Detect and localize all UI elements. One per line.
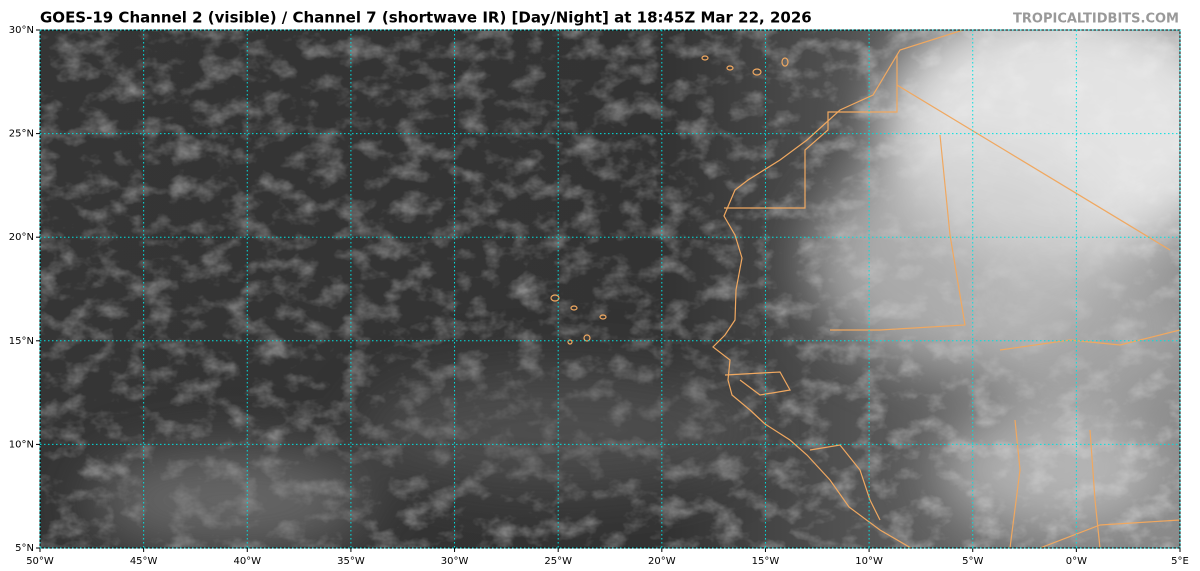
y-tick-label: 5°N — [15, 543, 34, 554]
y-tick-label: 20°N — [9, 232, 34, 243]
map-frame — [39, 29, 1181, 549]
x-tick-label: 20°W — [648, 556, 676, 567]
y-tick-label: 25°N — [9, 129, 34, 140]
credit: TROPICALTIDBITS.COM — [1013, 12, 1179, 27]
x-tick-label: 40°W — [233, 556, 261, 567]
x-tick-label: 50°W — [26, 556, 54, 567]
coastlines — [550, 30, 1180, 548]
x-tick-label: 10°W — [855, 556, 883, 567]
axes: 50°W 45°W 40°W 35°W 30°W 25°W 20°W 15°W 10°W 5°W 0… — [9, 25, 1189, 567]
y-tick-label: 15°N — [9, 336, 34, 347]
x-tick-label: 5°W — [962, 556, 983, 567]
satellite-image — [40, 30, 1180, 548]
x-tick-label: 45°W — [130, 556, 158, 567]
x-tick-label: 25°W — [544, 556, 572, 567]
x-tick-label: 0°W — [1066, 556, 1087, 567]
x-tick-label: 35°W — [337, 556, 365, 567]
title: GOES-19 Channel 2 (visible) / Channel 7 … — [40, 9, 812, 27]
x-tick-label: 5°E — [1171, 556, 1189, 567]
x-tick-label: 15°W — [752, 556, 780, 567]
y-tick-label: 30°N — [9, 25, 34, 36]
y-tick-label: 10°N — [9, 439, 34, 450]
x-tick-label: 30°W — [441, 556, 469, 567]
